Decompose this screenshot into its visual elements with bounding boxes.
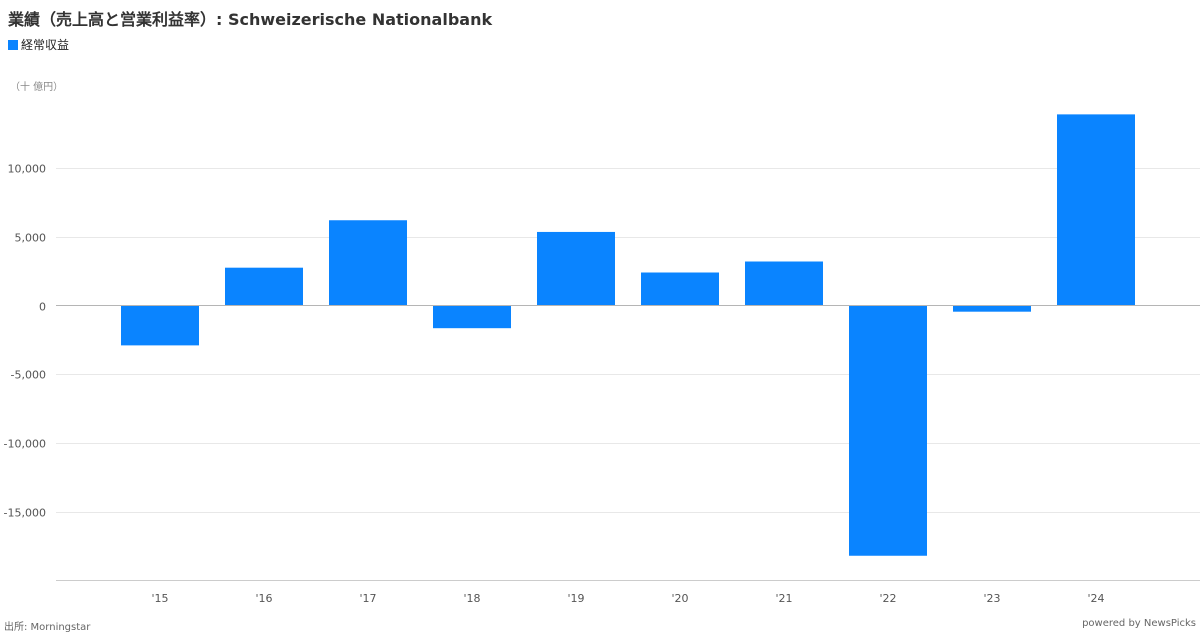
bar — [225, 267, 303, 306]
y-tick-label: 0 — [39, 301, 46, 314]
x-tick-label: '24 — [1087, 592, 1104, 605]
bar — [329, 220, 407, 306]
bar — [641, 272, 719, 306]
legend-label: 経常収益 — [21, 38, 70, 52]
chart-title: 業績（売上高と営業利益率）: Schweizerische Nationalba… — [8, 10, 493, 29]
y-tick-label: -10,000 — [4, 438, 46, 451]
x-tick-label: '21 — [775, 592, 792, 605]
x-tick-label: '18 — [463, 592, 480, 605]
bar — [849, 305, 927, 556]
y-tick-label: 5,000 — [15, 232, 47, 245]
x-tick-label: '15 — [151, 592, 168, 605]
axis-layer: 10,000 5,000 0 -5,000 -10,000 -15,000 '15 '16 '1… — [4, 163, 1200, 605]
bar — [537, 231, 615, 306]
bar — [1057, 114, 1135, 306]
bar — [745, 261, 823, 306]
grid-layer — [56, 168, 1200, 513]
y-tick-label: 10,000 — [8, 163, 47, 176]
bar — [121, 305, 199, 346]
x-tick-label: '23 — [983, 592, 1000, 605]
source-note: 出所: Morningstar — [4, 622, 91, 633]
x-tick-label: '17 — [359, 592, 376, 605]
unit-label: （十 億円） — [10, 82, 64, 93]
bar — [433, 305, 511, 329]
credit-note: powered by NewsPicks — [1082, 618, 1196, 629]
bar — [953, 305, 1031, 312]
y-tick-label: -5,000 — [11, 369, 46, 382]
legend: 経常収益 — [8, 36, 69, 53]
x-tick-label: '16 — [255, 592, 272, 605]
y-tick-label: -15,000 — [4, 507, 46, 520]
x-tick-label: '20 — [671, 592, 688, 605]
bar-layer — [121, 114, 1135, 556]
x-tick-label: '22 — [879, 592, 896, 605]
legend-swatch — [8, 39, 18, 50]
x-tick-label: '19 — [567, 592, 584, 605]
